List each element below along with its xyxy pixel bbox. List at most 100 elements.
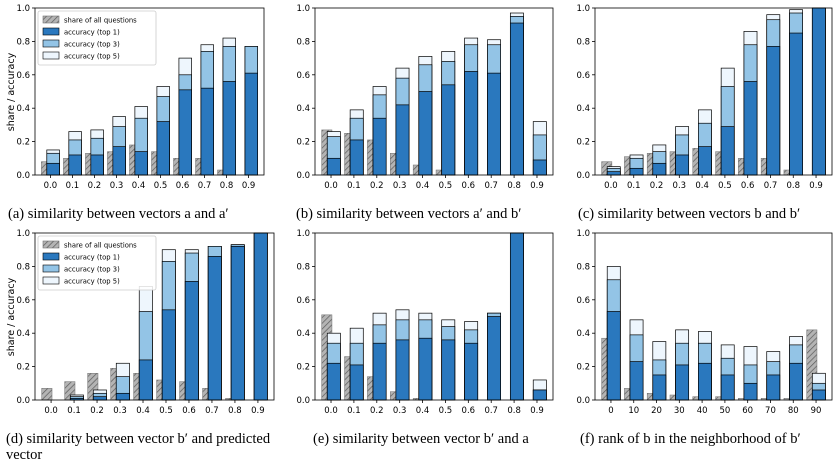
top1-bar [720, 374, 735, 401]
top1-bar [326, 157, 341, 176]
x-tick-label: 90 [811, 406, 822, 416]
y-tick-label: 0.2 [296, 138, 310, 148]
top1-bar [720, 126, 735, 176]
x-tick-label: 0.7 [484, 181, 498, 191]
top1-bar [178, 89, 192, 176]
y-tick-label: 1.0 [576, 229, 590, 239]
y-tick-label: 0.0 [296, 396, 310, 406]
top1-bar [349, 364, 364, 401]
x-tick-label: 0.7 [484, 406, 498, 416]
y-tick-label: 1.0 [296, 229, 310, 239]
y-tick-label: 0.8 [16, 262, 30, 272]
x-tick-label: 0.8 [507, 181, 521, 191]
x-tick-label: 0.8 [786, 181, 800, 191]
legend: share of all questions accuracy (top 1) ac… [37, 235, 157, 291]
y-tick-label: 0.8 [576, 37, 590, 47]
legend: share of all questions accuracy (top 1) ac… [37, 10, 157, 66]
x-tick-label: 0.9 [530, 406, 544, 416]
caption-b: (b) similarity between vectors a′ and b′ [296, 206, 522, 222]
top1-bar [395, 104, 410, 176]
x-tick-label: 0.5 [439, 406, 453, 416]
y-tick-label: 0.4 [576, 104, 590, 114]
y-tick-label: 0.4 [576, 329, 590, 339]
top1-bar [244, 72, 258, 176]
x-tick-label: 0.8 [220, 181, 234, 191]
top1-bar [464, 71, 479, 176]
y-tick-label: 0.4 [296, 104, 310, 114]
top1-bar [487, 316, 501, 401]
legend-label-share: share of all questions [64, 242, 137, 250]
y-tick-label: 0.8 [576, 262, 590, 272]
top1-bar [675, 154, 690, 176]
x-tick-label: 0 [608, 406, 613, 416]
x-tick-label: 0.6 [176, 181, 190, 191]
x-tick-label: 0.2 [370, 181, 384, 191]
y-tick-label: 0.4 [296, 329, 310, 339]
y-tick-label: 0.0 [296, 171, 310, 181]
x-tick-label: 0.8 [228, 406, 242, 416]
plot-frame [34, 7, 265, 176]
y-tick-label: 0.4 [16, 329, 30, 339]
top1-bar [112, 146, 126, 176]
top1-bar [743, 81, 758, 176]
top1-bar [652, 162, 667, 176]
x-tick-label: 0.9 [242, 181, 256, 191]
x-tick-label: 0.6 [462, 181, 476, 191]
x-tick-label: 20 [651, 406, 662, 416]
x-tick-label: 30 [674, 406, 685, 416]
legend-swatch-top1 [42, 27, 60, 36]
legend-swatch-top3 [42, 39, 60, 48]
y-tick-label: 0.2 [296, 363, 310, 373]
x-tick-label: 0.4 [132, 181, 146, 191]
top1-bar [698, 362, 712, 401]
x-tick-label: 0.9 [809, 181, 823, 191]
x-tick-label: 0.7 [198, 181, 212, 191]
x-tick-label: 60 [742, 406, 753, 416]
x-tick-label: 0.0 [324, 181, 338, 191]
chart-panel-0: 0.0 0.1 0.2 0.3 0.4 0.5 0.6 0.7 0.8 0.9 0.0 0.2 0.4 0… [16, 4, 265, 191]
legend-swatch-share [42, 240, 60, 249]
top1-bar [629, 167, 644, 176]
x-tick-label: 0.3 [113, 406, 127, 416]
legend-label-top5: accuracy (top 5) [64, 53, 120, 61]
top1-bar [230, 246, 245, 401]
legend-label-top3: accuracy (top 3) [64, 41, 120, 49]
y-tick-label: 0.8 [296, 262, 310, 272]
top1-bar [156, 121, 170, 176]
plot-frame [314, 232, 554, 401]
top1-bar [349, 139, 364, 176]
top1-bar [441, 84, 456, 176]
caption-a: (a) similarity between vectors a and a′ [8, 206, 229, 222]
top1-bar [90, 154, 104, 176]
plot-frame [314, 7, 554, 176]
top1-bar [184, 281, 199, 401]
x-tick-label: 0.0 [44, 181, 58, 191]
y-tick-label: 0.8 [296, 37, 310, 47]
top1-bar [766, 46, 781, 176]
top1-bar [789, 362, 803, 401]
y-tick-label: 1.0 [296, 4, 310, 14]
y-axis-label-bottom: share / accuracy [6, 277, 17, 356]
top1-bar [532, 389, 547, 401]
top1-bar [115, 392, 130, 401]
x-tick-label: 0.1 [347, 181, 361, 191]
x-tick-label: 0.3 [393, 181, 407, 191]
x-tick-label: 10 [628, 406, 639, 416]
top1-bar [395, 339, 410, 401]
top1-bar [418, 91, 433, 176]
top1-bar [207, 256, 222, 401]
top1-bar [532, 159, 547, 176]
top1-bar [789, 32, 803, 176]
y-tick-label: 0.0 [16, 171, 30, 181]
y-tick-label: 1.0 [16, 4, 30, 14]
x-tick-label: 70 [765, 406, 776, 416]
x-tick-label: 0.3 [393, 406, 407, 416]
chart-panel-1: 0.0 0.1 0.2 0.3 0.4 0.5 0.6 0.7 0.8 0.9 0.0 0.2 0.4 0… [296, 4, 554, 191]
top1-bar [675, 364, 690, 401]
top1-bar [811, 7, 826, 176]
top1-bar [487, 72, 501, 176]
top1-bar [372, 342, 387, 401]
y-tick-label: 0.0 [16, 396, 30, 406]
y-tick-label: 0.6 [296, 296, 310, 306]
x-tick-label: 0.4 [695, 181, 709, 191]
